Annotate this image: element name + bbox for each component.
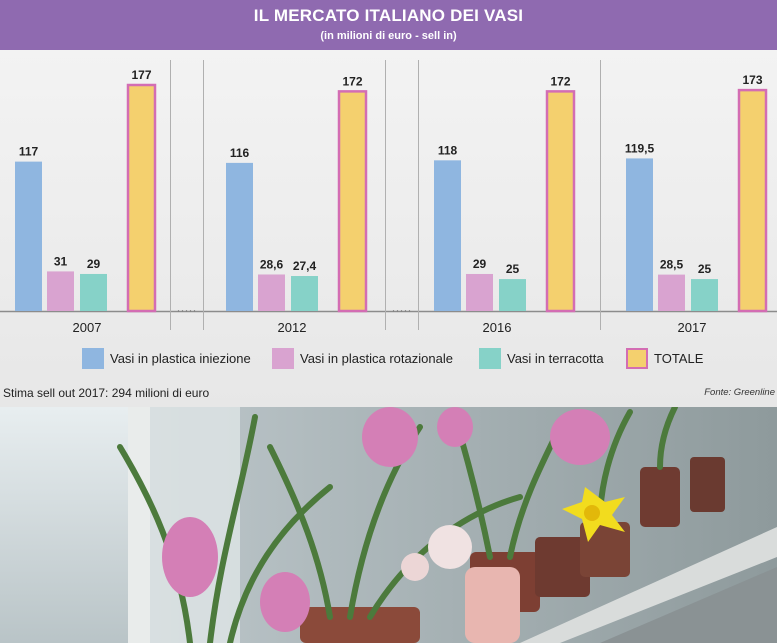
bar-chart: ····· ····· 117 116 118 119,5 31 28,6 29 28,5 29 27… [0,60,777,335]
bar-1-2012 [258,274,285,311]
legend-item-totale: TOTALE [626,348,703,369]
legend-label-terracotta: Vasi in terracotta [507,351,604,366]
data-label: 25 [698,262,712,276]
data-label: 28,6 [260,257,284,271]
axis-break-dots: ····· [392,303,412,317]
x-tick-label: 2012 [278,320,307,335]
rose-icon [401,525,472,581]
data-label: 116 [230,146,250,160]
data-label: 177 [131,68,151,82]
plants-photo [0,407,777,643]
chart-subtitle: (in milioni di euro - sell in) [320,30,457,42]
bar-1-2007 [47,271,74,311]
bar-3-2017 [737,88,768,313]
legend-swatch-plastica-iniezione [82,348,104,369]
bar-2-2007 [80,273,107,311]
axis-break-dots: ····· [177,303,197,317]
legend-label-plastica-rotazionale: Vasi in plastica rotazionale [300,351,453,366]
sell-out-note: Stima sell out 2017: 294 milioni di euro [3,386,210,400]
window-glass [0,407,130,643]
data-label: 117 [19,145,39,159]
x-tick-label: 2007 [73,320,102,335]
data-label: 29 [473,257,487,271]
bar-2-2016 [499,279,526,311]
legend-swatch-plastica-rotazionale [272,348,294,369]
data-label: 119,5 [625,141,655,155]
data-label: 29 [87,257,101,271]
legend: Vasi in plastica iniezione Vasi in plast… [0,346,777,372]
bar-1-2017 [658,274,685,311]
x-tick-label: 2017 [678,320,707,335]
data-label: 173 [742,73,762,87]
bar-0-2017 [626,158,653,311]
bar-3-2012 [337,90,368,313]
source-credit: Fonte: Greenline [704,387,775,398]
data-label: 118 [438,143,458,157]
hyacinth-icon [162,407,610,632]
data-label: 31 [54,254,68,268]
data-label: 172 [550,74,570,88]
bar-0-2016 [434,160,461,311]
legend-swatch-totale [626,348,648,369]
data-label: 25 [506,262,520,276]
bar-3-2016 [545,90,576,313]
bar-1-2016 [466,273,493,311]
legend-label-totale: TOTALE [654,351,704,366]
chart-area: ····· ····· 117 116 118 119,5 31 28,6 29 28,5 29 27… [0,50,777,407]
bar-0-2012 [226,162,253,311]
daffodil-icon [562,487,625,542]
bar-2-2012 [291,276,318,311]
x-tick-label: 2016 [483,320,512,335]
window-sill [520,527,777,643]
legend-label-plastica-iniezione: Vasi in plastica iniezione [110,351,251,366]
legend-item-plastica-rotazionale: Vasi in plastica rotazionale [272,348,453,369]
data-label: 27,4 [293,259,317,273]
data-label: 28,5 [660,258,684,272]
chart-title: IL MERCATO ITALIANO DEI VASI [253,6,524,25]
bar-2-2017 [691,279,718,311]
legend-swatch-terracotta [479,348,501,369]
bar-0-2007 [15,161,42,311]
legend-item-plastica-iniezione: Vasi in plastica iniezione [82,348,251,369]
window-plants-illustration [0,407,777,643]
legend-item-terracotta: Vasi in terracotta [479,348,604,369]
window-frame [128,407,150,643]
data-label: 172 [342,74,362,88]
chart-header: IL MERCATO ITALIANO DEI VASI (in milioni… [0,0,777,50]
bar-3-2007 [126,83,157,313]
sill-shadow [600,567,777,643]
leaves-icon [117,407,678,643]
